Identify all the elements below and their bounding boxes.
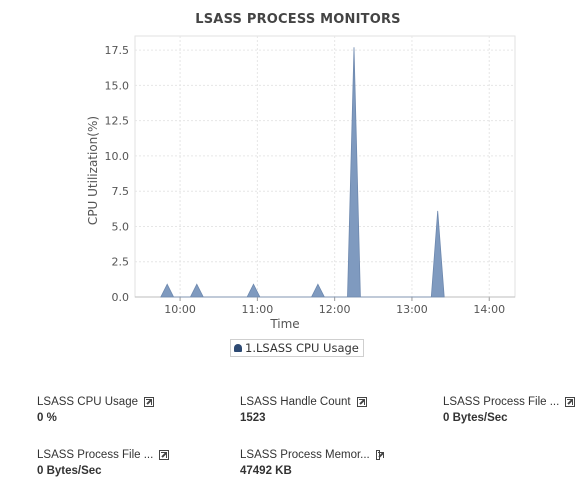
widget-lsass-process-file-1: LSASS Process File ... 0 Bytes/Sec (443, 396, 576, 424)
x-tick-label: 10:00 (164, 303, 196, 316)
widget-value: 0 Bytes/Sec (443, 412, 508, 424)
widget-lsass-process-file-2: LSASS Process File ... 0 Bytes/Sec (37, 449, 177, 477)
page-title: LSASS PROCESS MONITORS (195, 12, 401, 27)
y-tick-label: 2.5 (112, 256, 130, 269)
external-link-icon[interactable] (375, 450, 385, 460)
legend-swatch-icon (234, 344, 242, 352)
x-tick-label: 13:00 (396, 303, 428, 316)
external-link-icon[interactable] (144, 397, 154, 407)
widget-label: LSASS Handle Count (240, 396, 351, 408)
external-link-icon[interactable] (356, 397, 367, 407)
x-tick-label: 12:00 (319, 303, 351, 316)
external-link-icon[interactable] (159, 450, 170, 460)
widget-label: LSASS CPU Usage (37, 396, 138, 408)
y-tick-label: 12.5 (105, 115, 130, 128)
y-tick-label: 15.0 (105, 79, 130, 92)
y-tick-label: 7.5 (112, 185, 130, 198)
widget-value: 1523 (240, 412, 266, 424)
cpu-usage-chart: 0.0 2.5 5.0 7.5 10.0 12.5 15.0 17.5 10:00 11:00 12… (86, 35, 516, 331)
widget-value: 47492 KB (240, 465, 292, 477)
y-tick-label: 17.5 (105, 44, 130, 57)
widget-value: 0 Bytes/Sec (37, 465, 102, 477)
widget-lsass-cpu-usage: LSASS CPU Usage 0 % (37, 396, 177, 424)
x-tick-label: 14:00 (473, 303, 505, 316)
chart-legend-item[interactable]: 1.LSASS CPU Usage (230, 339, 364, 357)
series-area (160, 47, 445, 298)
x-axis-title: Time (269, 317, 299, 331)
y-tick-label: 5.0 (112, 220, 130, 233)
external-link-icon[interactable] (565, 397, 576, 407)
widget-label: LSASS Process Memor... (240, 449, 370, 461)
x-tick-label: 11:00 (242, 303, 274, 316)
widget-label: LSASS Process File ... (37, 449, 154, 461)
legend-label: 1.LSASS CPU Usage (245, 341, 359, 355)
widget-lsass-handle-count: LSASS Handle Count 1523 (240, 396, 380, 424)
plot-area (134, 35, 516, 298)
y-axis-title: CPU Utilization(%) (86, 116, 100, 225)
widget-label: LSASS Process File ... (443, 396, 560, 408)
widget-lsass-process-memory: LSASS Process Memor... 47492 KB (240, 449, 385, 477)
widget-value: 0 % (37, 412, 57, 424)
y-tick-label: 0.0 (112, 291, 130, 304)
y-tick-label: 10.0 (105, 150, 130, 163)
